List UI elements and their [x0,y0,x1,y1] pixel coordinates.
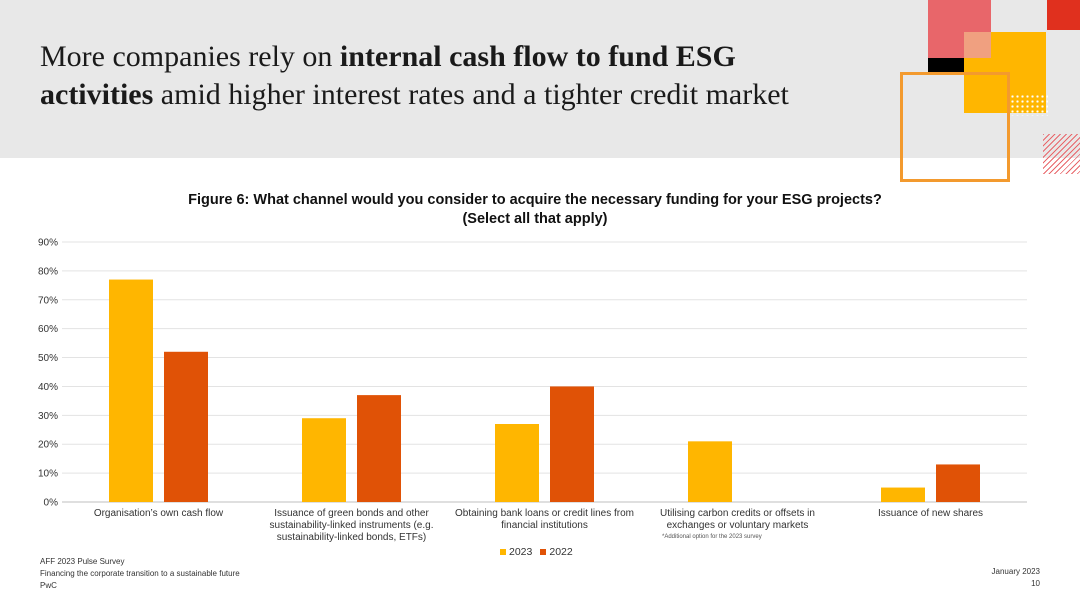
y-tick-label: 10% [38,469,58,480]
deco-orange-outline-square [900,72,1010,182]
y-tick-label: 0% [44,498,59,509]
y-tick-label: 80% [38,266,58,277]
footer-meta: January 2023 10 [992,566,1040,590]
legend-item-2023: 2023 [500,546,532,558]
x-category-label: Organisation’s own cash flow [93,508,224,519]
legend-item-2022: 2022 [540,546,573,558]
x-category-label: Issuance of green bonds and other sustai… [269,508,434,543]
page-number: 10 [1031,579,1040,588]
bar-2022-1 [357,395,401,502]
y-tick-label: 50% [38,353,58,364]
legend-swatch-2022 [540,549,547,555]
y-tick-label: 90% [38,238,58,249]
y-tick-label: 60% [38,324,58,335]
bar-2022-0 [164,351,208,502]
chart-subtitle: (Select all that apply) [462,211,608,227]
bar-2022-2 [550,386,594,502]
bar-2023-3 [688,441,732,502]
y-tick-label: 70% [38,295,58,306]
chart-title: Figure 6: What channel would you conside… [188,192,882,208]
y-tick-label: 40% [38,382,58,393]
deco-hatch [1043,134,1080,174]
bar-2023-1 [302,418,346,502]
bar-2022-4 [936,464,980,502]
x-category-label: Issuance of new shares [877,508,984,519]
x-category-label: Obtaining bank loans or credit lines fro… [455,508,634,531]
deco-pink-overlap [964,32,991,58]
footer-report-title: Financing the corporate transition to a … [40,569,240,578]
legend-swatch-2023 [500,549,506,555]
deco-dots [1010,94,1048,116]
deco-red-square [1047,0,1080,30]
legend-label-2023: 2023 [509,546,533,558]
footer-source: AFF 2023 Pulse Survey Financing the corp… [40,556,240,592]
footer-survey-name: AFF 2023 Pulse Survey [40,557,125,566]
bar-2023-0 [109,279,153,502]
page-title: More companies rely on internal cash flo… [40,40,789,111]
chart-footnote: *Additional option for the 2023 survey [662,534,762,540]
y-tick-label: 20% [38,440,58,451]
bar-2023-4 [881,487,925,502]
legend-label-2022: 2022 [549,546,573,558]
footer-company: PwC [40,581,57,590]
footer-date: January 2023 [991,567,1040,576]
bar-2023-2 [495,424,539,502]
chart-legend: 2023 2022 [500,546,573,558]
y-tick-label: 30% [38,411,58,422]
x-category-label: Utilising carbon credits or offsets in e… [660,508,815,531]
